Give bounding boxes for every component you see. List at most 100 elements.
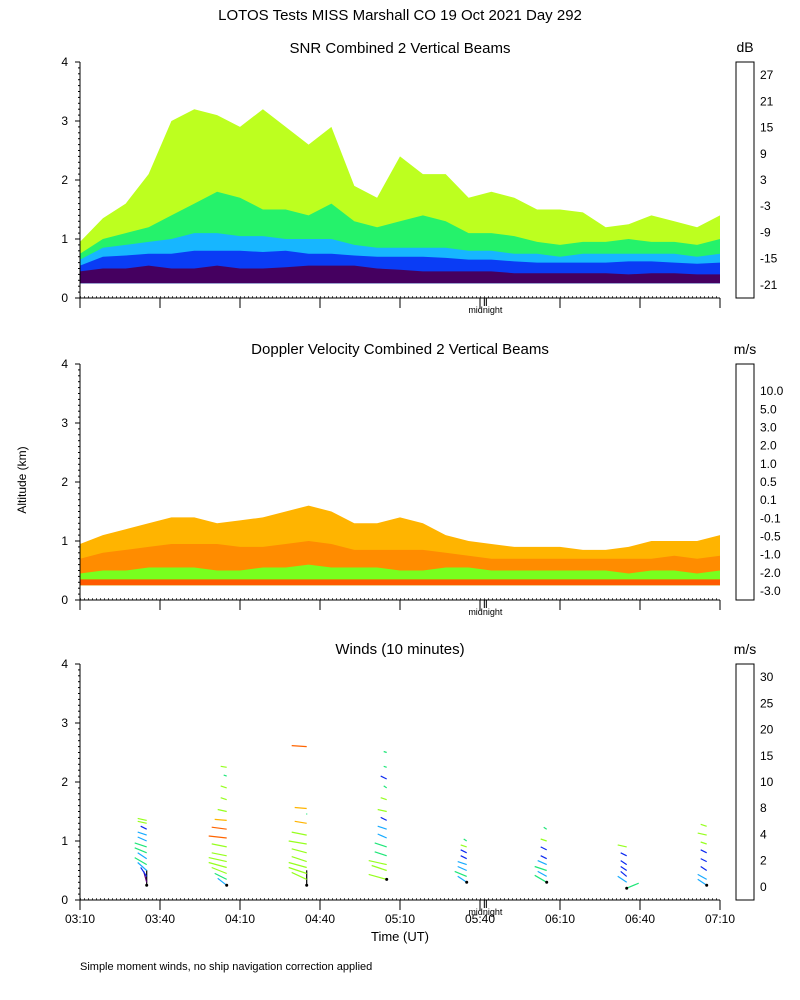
wind-barb-1-10 — [217, 808, 227, 813]
colorbar-tick-label: 0.1 — [760, 493, 777, 507]
y-tick-label: 1 — [61, 232, 68, 246]
wind-barb-5-0 — [534, 874, 548, 883]
y-tick-label: 2 — [61, 775, 68, 789]
wind-barb-0-12 — [137, 817, 147, 821]
colorbar-tick-label: 2 — [760, 854, 767, 868]
colorbar-tick-label: 0.5 — [760, 475, 777, 489]
wind-profile-base-7 — [705, 883, 709, 887]
x-tick-label: 03:40 — [145, 912, 175, 926]
wind-barb-2-11 — [291, 745, 307, 748]
wind-barb-4-5 — [460, 849, 467, 854]
wind-barb-3-10 — [383, 785, 388, 789]
wind-barb-3-6 — [377, 825, 387, 830]
wind-barb-1-3 — [208, 861, 227, 869]
colorbar-tick-label: 10 — [760, 775, 774, 789]
wind-barb-3-12 — [383, 765, 387, 768]
wind-barb-6-6 — [617, 844, 627, 848]
wind-barb-0-11 — [137, 820, 147, 824]
wind-barb-1-6 — [211, 843, 227, 848]
wind-barb-5-7 — [543, 826, 548, 830]
wind-profile-base-0 — [145, 883, 149, 887]
colorbar-tick-label: 30 — [760, 670, 774, 684]
wind-barb-5-1 — [537, 870, 547, 877]
wind-barb-1-12 — [220, 785, 227, 789]
colorbar-tick-label: -3.0 — [760, 584, 781, 598]
wind-barb-3-4 — [374, 842, 387, 848]
wind-barb-7-3 — [700, 858, 707, 863]
wind-barb-5-2 — [534, 865, 547, 872]
x-axis-label: Time (UT) — [371, 929, 429, 944]
wind-barb-1-5 — [211, 852, 227, 857]
y-tick-label: 4 — [61, 357, 68, 371]
y-axis-label: Altitude (km) — [15, 446, 29, 513]
wind-barb-7-6 — [697, 832, 707, 836]
y-tick-label: 3 — [61, 716, 68, 730]
colorbar-tick-label: 10.0 — [760, 384, 784, 398]
colorbar-tick-label: 4 — [760, 827, 767, 841]
footer-note: Simple moment winds, no ship navigation … — [80, 961, 372, 973]
heatmap-layer-4 — [80, 265, 720, 284]
wind-barb-5-5 — [540, 846, 547, 851]
colorbar-tick-label: 2.0 — [760, 439, 777, 453]
colorbar-tick-label: -9 — [760, 225, 771, 239]
y-tick-label: 1 — [61, 834, 68, 848]
doppler-panel-title: Doppler Velocity Combined 2 Vertical Bea… — [251, 341, 549, 358]
y-tick-label: 4 — [61, 55, 68, 69]
wind-barb-5-4 — [540, 855, 547, 860]
colorbar-tick-label: 1.0 — [760, 457, 777, 471]
y-tick-label: 0 — [61, 893, 68, 907]
wind-barb-7-5 — [700, 841, 707, 845]
colorbar-tick-label: 21 — [760, 94, 774, 108]
colorbar-frame — [735, 663, 755, 901]
wind-barb-4-7 — [463, 838, 468, 842]
wind-barb-3-7 — [380, 816, 387, 821]
colorbar-tick-label: 8 — [760, 801, 767, 815]
midnight-label: midnight — [468, 305, 503, 315]
wind-barb-3-9 — [380, 797, 387, 801]
wind-barb-4-4 — [460, 855, 467, 860]
wind-barb-2-4 — [291, 856, 307, 863]
wind-barb-4-1 — [454, 870, 467, 877]
snr-heatmap — [80, 109, 720, 284]
x-tick-label: 07:10 — [705, 912, 735, 926]
wind-barb-1-11 — [220, 797, 227, 801]
snr-colorbar: dB -21 -15 -9 -3 3 9 15 21 27 — [735, 39, 778, 299]
wind-barb-5-3 — [537, 860, 547, 866]
wind-barb-7-1 — [697, 873, 707, 880]
colorbar-tick-label: 15 — [760, 749, 774, 763]
wind-barb-1-2 — [211, 866, 227, 875]
wind-barb-2-5 — [291, 848, 307, 854]
wind-profile-base-5 — [545, 880, 549, 884]
y-tick-label: 0 — [61, 593, 68, 607]
x-tick-label: 05:40 — [465, 912, 495, 926]
wind-barb-6-2 — [620, 870, 628, 877]
colorbar-tick-label: 15 — [760, 121, 774, 135]
wind-barb-1-9 — [214, 818, 227, 821]
wind-barb-0-5 — [137, 852, 148, 860]
colorbar-tick-label: 25 — [760, 696, 774, 710]
colorbar-unit: m/s — [734, 341, 757, 357]
wind-barb-0-8 — [137, 836, 147, 842]
wind-barb-0-9 — [137, 831, 147, 836]
wind-profile-base-3 — [385, 877, 389, 881]
wind-barb-2-7 — [291, 831, 307, 836]
wind-barb-2-1 — [291, 871, 307, 880]
x-tick-label: 03:10 — [65, 912, 95, 926]
wind-barb-4-3 — [457, 861, 467, 866]
y-tick-label: 2 — [61, 173, 68, 187]
doppler-axes: 0 1 2 3 4 midnight — [61, 357, 721, 617]
colorbar-tick-label: -21 — [760, 278, 778, 292]
wind-barb-3-8 — [377, 808, 387, 813]
wind-profile-base-1 — [225, 883, 229, 887]
wind-barb-4-0 — [457, 875, 468, 883]
wind-barb-3-2 — [368, 860, 387, 866]
heatmap-layer-3 — [80, 579, 720, 586]
x-tick-label: 05:10 — [385, 912, 415, 926]
colorbar-tick-label: 3.0 — [760, 421, 777, 435]
figure-title: LOTOS Tests MISS Marshall CO 19 Oct 2021… — [218, 7, 582, 24]
snr-panel: SNR Combined 2 Vertical Beams 0 1 2 3 4 midni… — [61, 39, 777, 315]
x-tick-label: 04:10 — [225, 912, 255, 926]
wind-profile-base-6 — [625, 886, 629, 890]
wind-barb-3-5 — [377, 833, 387, 839]
